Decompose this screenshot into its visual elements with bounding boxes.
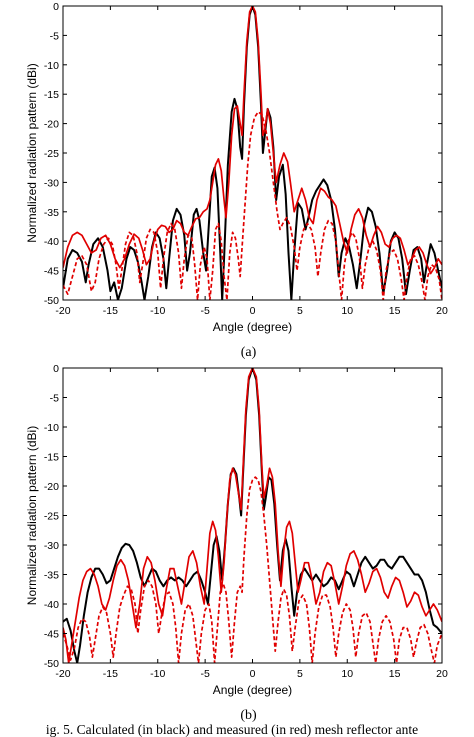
panel-a-y-tick-label: -45 bbox=[44, 266, 59, 278]
panel-a-measured-red-line bbox=[63, 6, 442, 275]
panel-b-y-tick-label: -35 bbox=[44, 570, 59, 582]
panel-b-y-tick-label: -30 bbox=[44, 540, 59, 552]
panel-b-y-tick-label: -5 bbox=[50, 393, 59, 405]
panel-b-y-tick-label: -50 bbox=[44, 658, 59, 670]
panel-a-x-tick-label: -20 bbox=[55, 305, 70, 317]
panel-b-measured-red-dashed-line bbox=[63, 476, 442, 663]
panel-b-y-tick-label: -25 bbox=[44, 511, 59, 523]
panel-a-y-tick-label: -5 bbox=[50, 30, 59, 42]
panel-b-x-tick-label: 15 bbox=[389, 668, 401, 680]
panel-b-y-tick-label: -45 bbox=[44, 629, 59, 641]
panel-a-y-tick-label: 0 bbox=[53, 1, 59, 13]
panel-b-x-axis-title: Angle (degree) bbox=[213, 683, 292, 697]
panel-a-x-tick-label: -5 bbox=[200, 305, 209, 317]
panel-b-x-tick-label: 20 bbox=[436, 668, 448, 680]
panel-a-y-tick-label: -30 bbox=[44, 177, 59, 189]
panel-a-panel-label: (a) bbox=[241, 345, 257, 360]
panel-a-y-tick-label: -40 bbox=[44, 236, 59, 248]
panel-a-x-axis-title: Angle (degree) bbox=[213, 320, 292, 334]
panel-b-plot-frame bbox=[62, 367, 443, 664]
panel-b-calculated-black-line bbox=[63, 368, 442, 663]
panel-b-y-tick-label: 0 bbox=[53, 363, 59, 375]
panel-a-plot-frame bbox=[62, 5, 443, 301]
panel-a-x-tick-label: -10 bbox=[150, 305, 165, 317]
panel-b-y-tick-label: -40 bbox=[44, 599, 59, 611]
panel-b-y-axis-title: Normalized radiation pattern (dBi) bbox=[25, 426, 39, 605]
panel-b-panel-label: (b) bbox=[240, 708, 257, 723]
panel-a-chart: -20 -15 -10 -5 0 5 10 15 200-5-10-15-20-25-30-35… bbox=[25, 1, 448, 360]
panel-a-y-tick-label: -10 bbox=[44, 60, 59, 72]
panel-a-x-tick-label: 5 bbox=[297, 305, 303, 317]
panel-a-y-tick-label: -35 bbox=[44, 207, 59, 219]
panel-a-x-tick-label: -15 bbox=[103, 305, 118, 317]
panel-a-measured-red-dashed-line bbox=[63, 110, 442, 300]
panel-b-x-tick-label: -20 bbox=[55, 668, 70, 680]
panel-b-x-tick-label: 0 bbox=[250, 668, 256, 680]
panel-b-measured-red-line bbox=[63, 368, 442, 663]
panel-a-y-tick-label: -50 bbox=[44, 295, 59, 307]
panel-a-y-axis-title: Normalized radiation pattern (dBi) bbox=[25, 63, 39, 242]
panel-b-x-tick-label: 5 bbox=[297, 668, 303, 680]
panel-a-calculated-black-line bbox=[63, 6, 442, 300]
panel-b-x-tick-label: -5 bbox=[200, 668, 209, 680]
panel-b-chart: -20 -15 -10 -5 0 5 10 15 200-5-10-15-20-25-30-35… bbox=[25, 363, 448, 723]
panel-b-x-tick-label: -10 bbox=[150, 668, 165, 680]
panel-b-y-tick-label: -20 bbox=[44, 481, 59, 493]
panel-b-x-tick-label: -15 bbox=[103, 668, 118, 680]
panel-a-y-tick-label: -25 bbox=[44, 148, 59, 160]
panel-a-y-tick-label: -20 bbox=[44, 119, 59, 131]
panel-b-y-tick-label: -15 bbox=[44, 452, 59, 464]
panel-a-x-tick-label: 0 bbox=[250, 305, 256, 317]
panel-a-x-tick-label: 15 bbox=[389, 305, 401, 317]
panel-a-y-tick-label: -15 bbox=[44, 89, 59, 101]
panel-b-x-tick-label: 10 bbox=[341, 668, 353, 680]
panel-a-x-tick-label: 10 bbox=[341, 305, 353, 317]
panel-b-y-tick-label: -10 bbox=[44, 422, 59, 434]
figure-caption: ig. 5. Calculated (in black) and measure… bbox=[46, 722, 418, 737]
panel-a-x-tick-label: 20 bbox=[436, 305, 448, 317]
